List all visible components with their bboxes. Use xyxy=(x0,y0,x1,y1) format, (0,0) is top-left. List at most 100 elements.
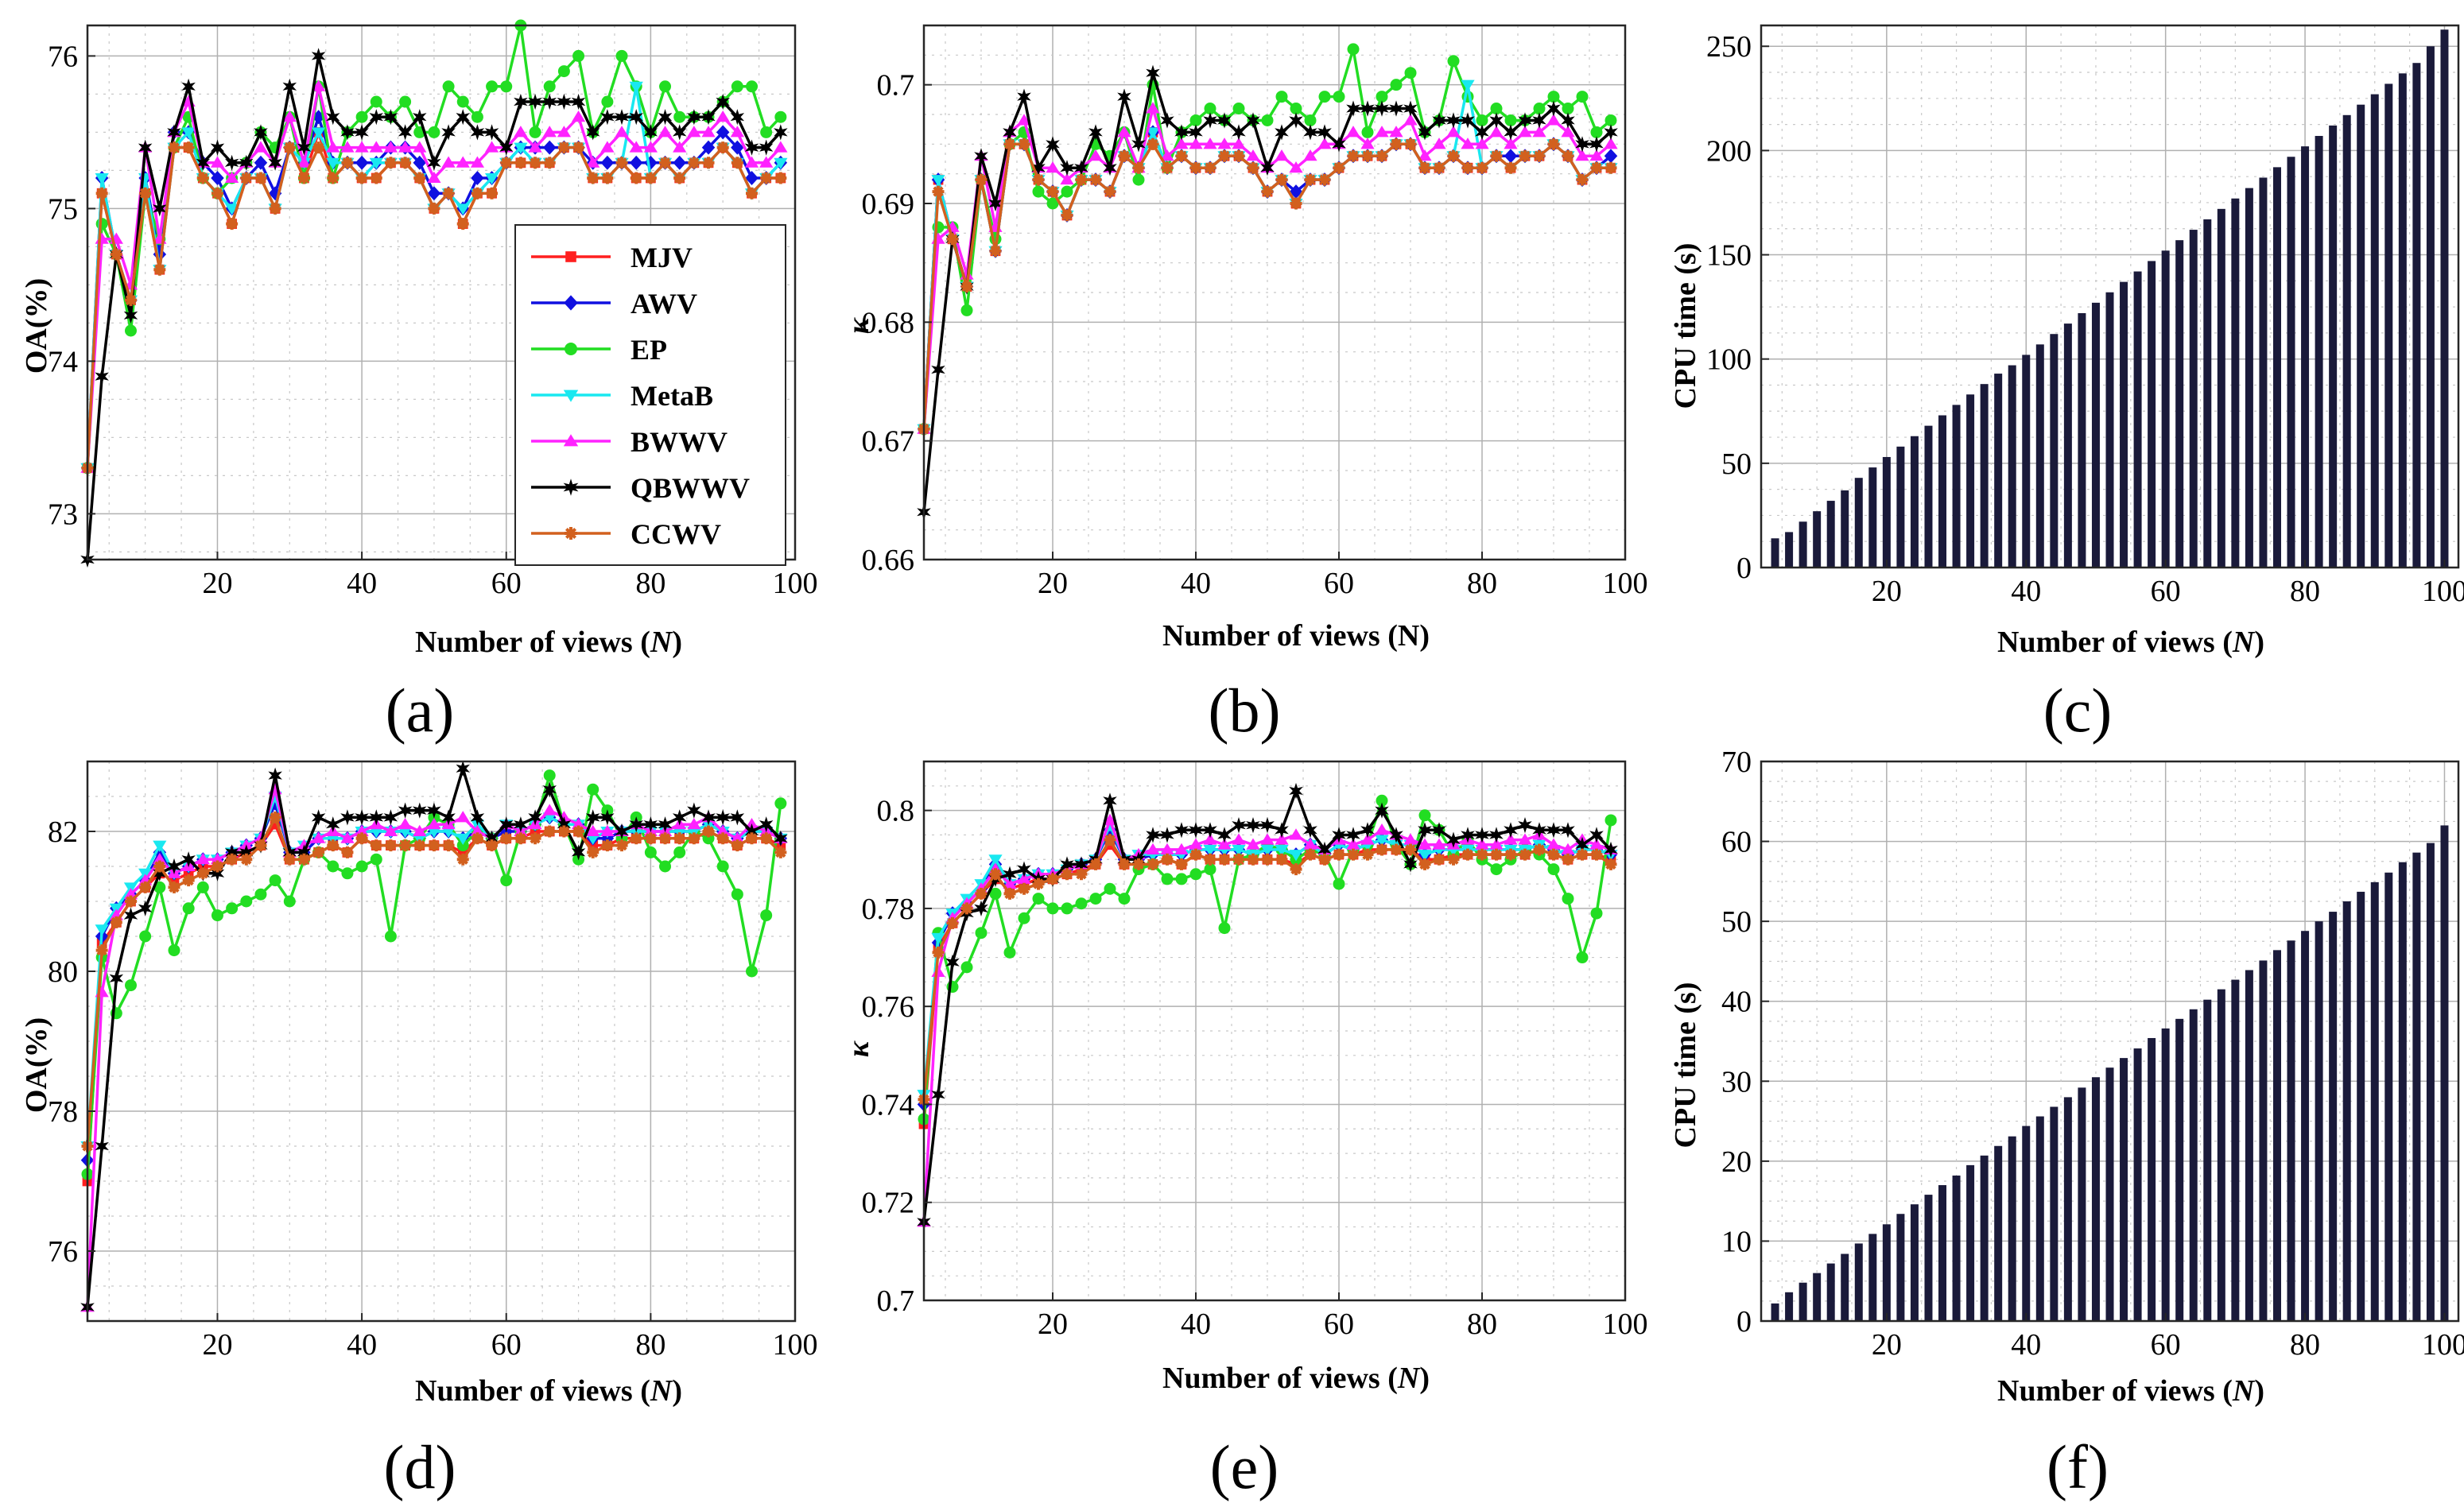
data-point-bwwv xyxy=(1446,126,1461,138)
data-point-metab xyxy=(456,833,470,846)
data-point-ccwv xyxy=(1003,138,1016,150)
bar xyxy=(2035,344,2044,568)
bar xyxy=(2078,1087,2086,1321)
data-point-bwwv xyxy=(355,141,369,153)
data-point-ep xyxy=(1204,103,1216,115)
data-point-qbwwv xyxy=(1088,124,1103,141)
data-point-ccwv xyxy=(615,157,628,169)
data-point-qbwwv xyxy=(470,124,485,141)
bar xyxy=(2287,940,2295,1321)
data-point-bwwv xyxy=(413,141,427,153)
y-tick-label: 73 xyxy=(48,498,78,531)
data-point-ccwv xyxy=(355,832,368,845)
data-point-ccwv xyxy=(456,853,469,866)
data-point-ep xyxy=(1333,878,1345,890)
data-point-qbwwv xyxy=(1217,112,1232,129)
x-axis-label-var: N xyxy=(650,626,673,659)
data-point-qbwwv xyxy=(1017,861,1031,878)
legend-item-ccwv: CCWV xyxy=(531,518,721,550)
data-point-ccwv xyxy=(1275,853,1288,866)
bar xyxy=(2022,355,2031,568)
data-point-ep xyxy=(500,80,513,93)
data-point-bwwv xyxy=(774,141,788,153)
data-point-bwwv xyxy=(225,171,239,183)
panel-b-chart: 20 40 60 80 100 0.66 0.67 0.68 0.69 0.7 Number of … xyxy=(842,24,1648,745)
data-point-ccwv xyxy=(1461,848,1474,861)
data-point-bwwv xyxy=(1117,126,1131,138)
y-tick-label: 60 xyxy=(1721,826,1752,859)
data-point-bwwv xyxy=(1246,838,1260,850)
bar xyxy=(2370,94,2379,568)
data-point-qbwwv xyxy=(1317,841,1332,858)
y-tick-label: 200 xyxy=(1706,134,1752,168)
bar xyxy=(2231,979,2240,1321)
panel-label: (c) xyxy=(2043,676,2113,745)
data-point-qbwwv xyxy=(153,865,167,881)
data-point-qbwwv xyxy=(658,109,673,126)
panel-f-chart: 20 40 60 80 100 0 10 20 30 40 50 60 70 Number of view… xyxy=(1669,746,2464,1501)
data-point-ccwv xyxy=(1161,161,1174,174)
data-point-ccwv xyxy=(1132,161,1145,174)
y-tick-label: 30 xyxy=(1721,1065,1752,1098)
data-point-qbwwv xyxy=(1432,112,1446,129)
data-point-bwwv xyxy=(1275,833,1289,845)
bar xyxy=(2259,960,2268,1321)
data-point-ccwv xyxy=(1175,149,1188,162)
bar xyxy=(2175,1018,2184,1321)
bar xyxy=(2161,1028,2170,1321)
bar xyxy=(2203,219,2212,568)
data-point-ep xyxy=(716,860,729,873)
bar xyxy=(2329,912,2338,1321)
data-point-ccwv xyxy=(1304,173,1317,186)
data-point-ep xyxy=(1361,126,1374,138)
data-point-bwwv xyxy=(470,156,485,168)
bar xyxy=(1771,1303,1779,1321)
data-point-qbwwv xyxy=(1504,124,1518,141)
data-point-bwwv xyxy=(1017,872,1031,884)
data-point-bwwv xyxy=(1217,838,1232,850)
data-point-bwwv xyxy=(1174,843,1189,854)
bar xyxy=(2078,312,2086,568)
data-point-ccwv xyxy=(630,172,642,184)
data-point-qbwwv xyxy=(1489,827,1504,843)
bar xyxy=(1785,532,1794,568)
data-point-qbwwv xyxy=(1475,124,1489,141)
data-point-ep xyxy=(196,881,209,893)
data-point-ep xyxy=(442,80,455,93)
x-axis-label-var: N xyxy=(1397,1362,1421,1395)
data-point-qbwwv xyxy=(369,109,383,126)
data-point-qbwwv xyxy=(774,124,788,141)
data-point-bwwv xyxy=(369,141,383,153)
data-point-ccwv xyxy=(226,218,239,231)
data-point-awv xyxy=(629,155,643,170)
legend-item-awv: AWV xyxy=(531,288,697,320)
data-point-qbwwv xyxy=(1446,112,1461,129)
data-point-ep xyxy=(1275,91,1288,103)
data-point-metab xyxy=(988,854,1003,866)
data-point-ccwv xyxy=(1118,149,1131,162)
data-point-ccwv xyxy=(500,157,513,169)
y-tick-label: 150 xyxy=(1706,239,1752,273)
data-point-ccwv xyxy=(355,172,368,184)
data-point-qbwwv xyxy=(1246,817,1260,834)
data-point-qbwwv xyxy=(759,816,774,833)
data-point-ccwv xyxy=(182,874,195,887)
legend-swatch-marker xyxy=(565,343,577,355)
data-point-ccwv xyxy=(399,157,412,169)
data-point-awv xyxy=(471,171,484,185)
x-tick-label: 40 xyxy=(347,1328,377,1362)
legend-label: EP xyxy=(631,334,667,366)
bar xyxy=(2091,302,2100,568)
y-tick-label: 20 xyxy=(1721,1145,1752,1179)
data-point-ccwv xyxy=(946,916,959,929)
bar xyxy=(2384,872,2393,1321)
data-point-qbwwv xyxy=(1346,100,1360,117)
data-point-qbwwv xyxy=(1389,100,1403,117)
data-point-bwwv xyxy=(1589,149,1604,161)
bar xyxy=(2398,73,2407,568)
data-point-ccwv xyxy=(370,839,382,852)
data-point-bwwv xyxy=(673,141,687,153)
data-point-bwwv xyxy=(1461,138,1475,149)
data-point-metab xyxy=(369,827,383,839)
bar xyxy=(1966,1164,1975,1321)
